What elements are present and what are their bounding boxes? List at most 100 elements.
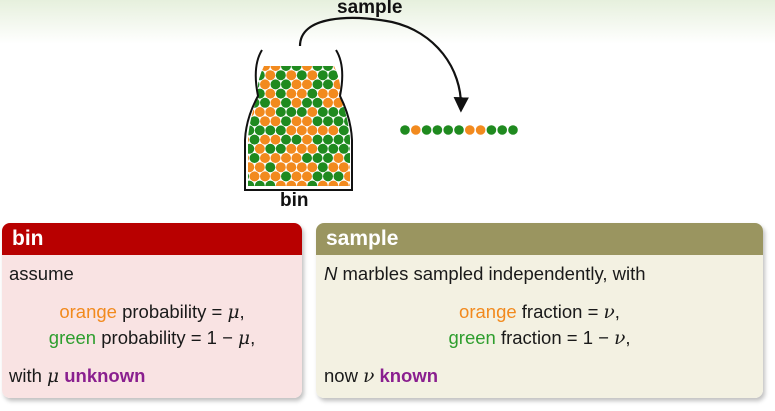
- bin-marble: [249, 134, 260, 145]
- bin-marble: [275, 143, 286, 154]
- bin-marble: [291, 97, 302, 108]
- bin-marble: [302, 171, 312, 182]
- bin-marble: [323, 79, 333, 90]
- bin-marble: [254, 143, 265, 154]
- now-nu-known-line: now ν known: [324, 365, 438, 387]
- bin-marble: [333, 116, 344, 127]
- now-word: now: [324, 365, 364, 386]
- bin-label: bin: [280, 190, 309, 211]
- bin-marble: [291, 116, 302, 127]
- bin-marble: [291, 171, 302, 182]
- sample-marble: [508, 125, 518, 135]
- bin-marble: [307, 88, 318, 99]
- bin-marble: [281, 116, 291, 127]
- bin-marble: [302, 97, 312, 108]
- bin-marble: [270, 97, 281, 108]
- bin-marble: [296, 70, 307, 81]
- bin-marble: [302, 79, 312, 90]
- sample-box-body: N marbles sampled independently, with or…: [316, 255, 763, 398]
- bin-marble: [338, 70, 349, 81]
- bin-marble: [312, 153, 323, 163]
- bin-marble: [254, 180, 265, 186]
- bin-marble: [249, 171, 260, 182]
- sample-marble: [400, 125, 410, 135]
- bin-marble: [281, 153, 291, 163]
- bin-marble: [323, 153, 333, 163]
- bin-marble: [307, 162, 318, 173]
- bin-marble: [296, 107, 307, 117]
- bin-marble: [260, 134, 270, 145]
- bin-marble: [286, 162, 297, 173]
- bin-marble: [323, 171, 333, 182]
- bin-marble: [338, 143, 349, 154]
- bin-marble: [333, 153, 344, 163]
- bin-marble: [302, 153, 312, 163]
- bin-marble: [317, 180, 328, 186]
- assume-text: assume: [9, 263, 74, 284]
- bin-marble: [270, 116, 281, 127]
- orange-word: orange: [459, 301, 517, 322]
- bin-marble: [344, 134, 350, 145]
- sample-marble: [475, 125, 486, 135]
- green-probability-text: probability = 1 −: [96, 327, 239, 348]
- with-word: with: [9, 365, 48, 386]
- bin-box: bin assume orange probability = μ, green…: [2, 223, 302, 398]
- comma: ,: [625, 327, 631, 348]
- orange-probability-text: probability =: [116, 301, 228, 322]
- bin-marble: [338, 180, 349, 186]
- bin-marble: [265, 180, 276, 186]
- sample-box-title: sample: [316, 223, 763, 255]
- bin-marble: [302, 66, 312, 71]
- bin-marble: [344, 171, 350, 182]
- bin-marble: [312, 116, 323, 127]
- bin-marble: [254, 125, 265, 136]
- sample-marble: [454, 125, 464, 135]
- bin-marble: [296, 125, 307, 136]
- bin-marble: [275, 180, 286, 186]
- bin-marble: [323, 66, 333, 71]
- bin-marble: [307, 143, 318, 154]
- nu-symbol: ν: [603, 302, 615, 323]
- bin-marble: [260, 171, 270, 182]
- bin-marble: [260, 66, 270, 71]
- green-word: green: [448, 327, 496, 348]
- bin-outline: [244, 49, 353, 191]
- orange-probability-line: orange probability = μ,: [2, 301, 302, 323]
- bin-marble: [248, 79, 249, 90]
- bin-marble: [344, 66, 350, 71]
- nu-symbol: ν: [363, 366, 375, 387]
- sample-marble: [411, 125, 421, 135]
- bin-box-title: bin: [2, 223, 302, 255]
- bin-marble: [307, 125, 318, 136]
- bin-box-body: assume orange probability = μ, green pro…: [2, 255, 302, 398]
- mu-symbol: μ: [238, 328, 251, 349]
- sample-intro-line: N marbles sampled independently, with: [324, 263, 646, 285]
- sample-marble: [465, 125, 475, 135]
- bin-marble: [344, 79, 350, 90]
- bin-marble: [307, 180, 318, 186]
- bin-marble: [328, 143, 339, 154]
- green-fraction-text: fraction = 1 −: [495, 327, 615, 348]
- sample-marble-row: [400, 125, 518, 135]
- bin-marble: [281, 97, 291, 108]
- bin-marble: [286, 143, 297, 154]
- bin-marble: [291, 79, 302, 90]
- bin-marble: [349, 70, 350, 81]
- bin-marble: [249, 153, 260, 163]
- bin-marble: [323, 116, 333, 127]
- bin-marble: [317, 125, 328, 136]
- bin-marble: [317, 88, 328, 99]
- comma: ,: [250, 327, 256, 348]
- bin-marble: [260, 79, 270, 90]
- bin-marble: [275, 70, 286, 81]
- bin-marble: [344, 153, 350, 163]
- bin-marble: [317, 143, 328, 154]
- bin-marble: [338, 125, 349, 136]
- bin-marble: [307, 70, 318, 81]
- sample-marble: [443, 125, 454, 135]
- green-fraction-line: green fraction = 1 − ν,: [316, 327, 763, 349]
- bin-marble: [323, 97, 333, 108]
- bin-marble: [248, 125, 255, 136]
- bin-marble: [270, 153, 281, 163]
- sample-marble: [497, 125, 508, 135]
